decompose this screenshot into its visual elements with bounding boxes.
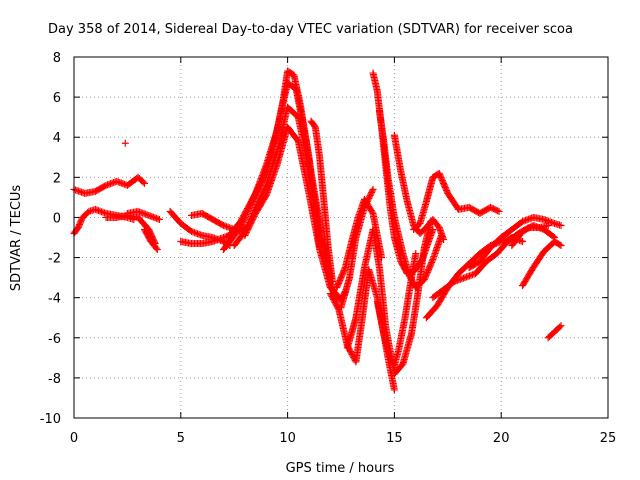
data-point [247,218,255,226]
series-arc-27 [519,238,565,290]
data-point [362,200,370,208]
chart-title: Day 358 of 2014, Sidereal Day-to-day VTE… [48,22,573,37]
data-point [557,322,565,330]
data-point [428,257,436,265]
y-tick-label: 4 [53,131,61,146]
x-axis-label: GPS time / hours [286,461,395,476]
data-point [341,265,349,273]
y-tick-label: -6 [48,332,61,347]
data-point [257,179,265,187]
series-arc-22 [410,169,503,233]
y-tick-label: -8 [48,372,61,387]
series-arc-16 [337,185,377,312]
y-tick-label: 8 [53,51,61,66]
data-point [367,190,375,198]
series-arc-5 [140,225,161,254]
grid-layer [74,57,608,418]
data-point [364,196,372,204]
series-arc-4 [123,207,163,223]
x-tick-label: 0 [70,431,78,446]
data-point [557,242,565,250]
x-tick-label: 25 [600,431,617,446]
x-tick-label: 10 [279,431,296,446]
data-point [360,203,368,211]
data-point [556,323,564,331]
data-point [556,241,564,249]
data-point [557,221,565,229]
data-point [363,197,371,205]
data-point [368,188,376,196]
data-point [368,208,376,216]
series-arc-13 [307,117,336,286]
data-point [139,178,147,186]
y-tick-label: 0 [53,211,61,226]
y-tick-label: -10 [40,412,61,427]
series-arc-21 [390,131,448,244]
data-point [243,227,251,235]
y-tick-label: 6 [53,91,61,106]
series-arc-8 [187,209,238,233]
data-point [249,214,257,222]
x-tick-label: 15 [386,431,403,446]
data-point [366,191,374,199]
tick-layer: 0 5 10 15 20 25 -10 -8 -6 -4 -2 0 2 4 6 8 [40,51,617,446]
data-point [250,212,258,220]
data-point [246,221,254,229]
data-point [369,185,377,193]
data-point [519,238,527,246]
data-point [429,225,437,233]
data-point [494,207,502,215]
data-point [245,223,253,231]
data-point [241,231,249,239]
series-outlier [121,139,129,147]
data-point [390,386,398,394]
y-tick-label: -2 [48,252,61,267]
data-point [244,224,252,232]
data-point [155,215,163,223]
data-point [365,193,373,201]
data-point [140,179,148,187]
plot-frame [73,56,609,419]
y-axis-label: SDTVAR / TECUs [9,185,24,292]
data-point [249,215,257,223]
data-point [152,244,160,252]
x-tick-label: 20 [493,431,510,446]
series-arc-26 [508,221,559,250]
data-point [549,232,557,240]
data-point [368,187,376,195]
data-point [440,236,448,244]
data-point [242,230,250,238]
data-point [248,217,256,225]
series-arc-25 [465,213,565,272]
data-point [247,220,255,228]
data-layer [70,67,565,394]
x-tick-label: 5 [177,431,185,446]
data-point [242,229,250,237]
series-arc-12 [241,123,349,304]
data-point [412,250,420,258]
data-point [328,278,336,286]
data-point [361,202,369,210]
series-arc-1 [70,173,148,197]
series-arc-28 [544,322,565,342]
y-tick-label: 2 [53,171,61,186]
data-point [121,139,129,147]
data-point [153,246,161,254]
data-point [495,207,503,215]
data-point [365,194,373,202]
series-arc-20 [375,107,445,292]
data-point [363,199,371,207]
data-point [244,226,252,234]
y-tick-label: -4 [48,292,61,307]
